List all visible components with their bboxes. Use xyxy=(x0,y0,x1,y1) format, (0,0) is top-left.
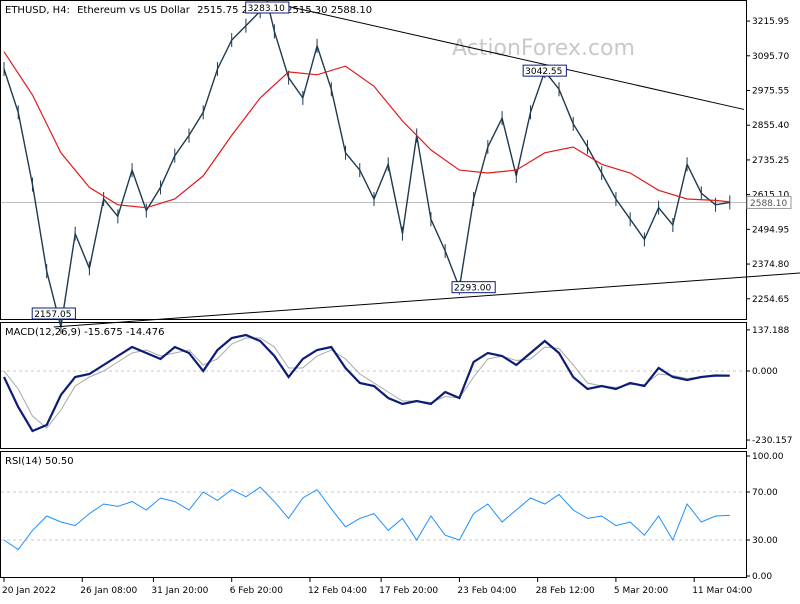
rsi-line xyxy=(3,486,730,551)
price-label-box xyxy=(451,281,496,294)
watermark: ActionForex.com xyxy=(452,36,635,61)
y-tick-label: 3095.70 xyxy=(752,52,789,62)
trendline-lower xyxy=(53,272,800,328)
x-tick-label: 28 Feb 12:00 xyxy=(536,586,595,596)
x-tick-label: 6 Feb 20:00 xyxy=(230,586,284,596)
rsi-title: RSI(14) 50.50 xyxy=(5,456,74,467)
price-label-box xyxy=(245,1,290,14)
y-tick-label: 137.188 xyxy=(752,326,789,336)
annotation-layer: 3283.10 3042.55 2293.00 2157.05 xyxy=(31,1,567,320)
y-tick-label: 2254.65 xyxy=(752,295,789,305)
rsi-panel-frame xyxy=(0,451,747,578)
y-tick-label: 2855.40 xyxy=(752,121,789,131)
macd-title: MACD(12,26,9) -15.675 -14.476 xyxy=(5,327,165,338)
y-tick-label: 2975.55 xyxy=(752,87,789,97)
moving-average-line xyxy=(3,51,730,209)
last-price-label: 2588.10 xyxy=(750,199,787,209)
x-tick-label: 12 Feb 04:00 xyxy=(308,586,367,596)
x-tick-label: 23 Feb 04:00 xyxy=(457,586,516,596)
price-panel-frame xyxy=(0,0,747,320)
price-label-text: 3042.55 xyxy=(525,67,562,77)
y-tick-label: 2615.10 xyxy=(752,191,789,201)
x-tick-label: 17 Feb 20:00 xyxy=(379,586,438,596)
y-tick-label: 100.00 xyxy=(752,452,784,462)
price-label-box xyxy=(522,64,567,77)
y-tick-label: 2374.80 xyxy=(752,260,789,270)
x-tick-label: 26 Jan 08:00 xyxy=(80,586,137,596)
y-tick-label: -230.157 xyxy=(752,436,792,446)
macd-main-line xyxy=(3,333,730,433)
y-tick-label: 30.00 xyxy=(752,536,778,546)
y-tick-label: 2735.25 xyxy=(752,156,789,166)
x-tick-label: 20 Jan 2022 xyxy=(2,586,56,596)
y-tick-label: 3215.95 xyxy=(752,17,789,27)
price-header: ETHUSD, H4: Ethereum vs US Dollar 2515.7… xyxy=(5,5,372,16)
symbol-timeframe: ETHUSD, H4: xyxy=(5,5,70,16)
y-tick-label: 0.000 xyxy=(752,367,778,377)
x-tick-label: 11 Mar 04:00 xyxy=(692,586,752,596)
price-label-text: 2157.05 xyxy=(34,310,71,320)
y-tick-label: 70.00 xyxy=(752,488,778,498)
axis-labels: 3215.95 3095.70 2975.55 2855.40 2735.25 2615.… xyxy=(2,17,792,596)
price-label-box xyxy=(31,307,76,320)
y-tick-label: 0.00 xyxy=(752,572,772,582)
price-label-text: 3283.10 xyxy=(248,4,285,14)
x-tick-label: 5 Mar 20:00 xyxy=(614,586,669,596)
y-tick-label: 2494.95 xyxy=(752,225,789,235)
trendline-upper xyxy=(267,1,745,110)
x-tick-label: 31 Jan 20:00 xyxy=(151,586,208,596)
last-price-box xyxy=(746,195,792,209)
instrument-name: Ethereum vs US Dollar xyxy=(77,5,191,16)
series-layer xyxy=(3,0,800,551)
price-label-text: 2293.00 xyxy=(454,284,491,294)
